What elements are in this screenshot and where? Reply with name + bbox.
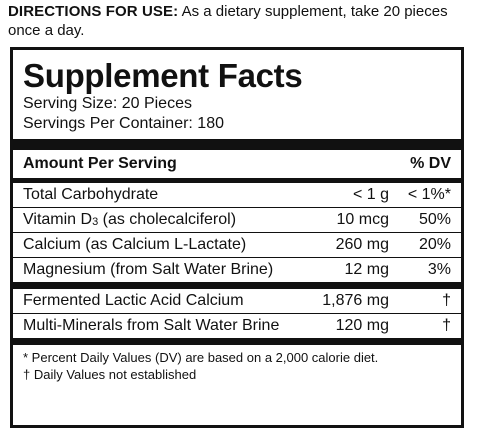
nutrient-name-suffix: (as cholecalciferol) (98, 211, 237, 228)
nutrient-name: Vitamin D3 (as cholecalciferol) (23, 211, 289, 229)
nutrient-name-subscript: 3 (92, 216, 99, 228)
nutrient-name: Total Carbohydrate (23, 186, 159, 203)
nutrient-dv: 3% (427, 261, 451, 278)
table-row: Total Carbohydrate < 1 g < 1%* (13, 183, 461, 208)
thick-divider (13, 139, 461, 150)
nutrient-amount: < 1 g (352, 186, 389, 203)
directions-label: DIRECTIONS FOR USE: (8, 3, 179, 20)
nutrient-amount: 120 mg (335, 317, 389, 334)
nutrient-dv: † (442, 292, 451, 309)
table-row: Multi-Minerals from Salt Water Brine 120… (13, 314, 461, 338)
table-row: Calcium (as Calcium L-Lactate) 260 mg 20… (13, 233, 461, 258)
table-row: Vitamin D3 (as cholecalciferol) 10 mcg 5… (13, 208, 461, 233)
servings-per-container: Servings Per Container: 180 (23, 115, 224, 132)
nutrient-amount: 1,876 mg (322, 292, 389, 309)
header-amount: Amount Per Serving (23, 155, 177, 172)
table-row: Fermented Lactic Acid Calcium 1,876 mg † (13, 289, 461, 314)
footnote-dv: * Percent Daily Values (DV) are based on… (23, 350, 379, 365)
nutrient-name-prefix: Vitamin D (23, 211, 93, 228)
directions-text: DIRECTIONS FOR USE: As a dietary supplem… (8, 2, 478, 40)
nutrient-dv: < 1%* (407, 186, 451, 203)
serving-size: Serving Size: 20 Pieces (23, 95, 192, 112)
nutrient-amount: 12 mg (344, 261, 389, 278)
nutrient-name: Fermented Lactic Acid Calcium (23, 292, 244, 309)
nutrient-dv: 20% (418, 236, 451, 253)
panel-title: Supplement Facts (23, 57, 303, 94)
nutrient-name: Magnesium (from Salt Water Brine) (23, 261, 274, 278)
table-row: Magnesium (from Salt Water Brine) 12 mg … (13, 258, 461, 282)
nutrient-amount: 260 mg (335, 236, 389, 253)
header-dv: % DV (410, 155, 451, 172)
directions-body: As a dietary supplement, take 20 pieces … (8, 3, 448, 39)
supplement-facts-panel: Supplement Facts Serving Size: 20 Pieces… (10, 47, 464, 428)
nutrient-name: Calcium (as Calcium L-Lactate) (23, 236, 247, 253)
end-divider (13, 338, 461, 345)
footnote-not-established: † Daily Values not established (23, 367, 197, 382)
nutrient-name: Multi-Minerals from Salt Water Brine (23, 317, 280, 334)
mid-divider (13, 282, 461, 289)
footnotes: * Percent Daily Values (DV) are based on… (23, 349, 451, 383)
nutrient-amount: 10 mcg (336, 211, 389, 228)
nutrient-dv: 50% (418, 211, 451, 228)
table-header: Amount Per Serving % DV (13, 150, 461, 183)
nutrient-dv: † (442, 317, 451, 334)
